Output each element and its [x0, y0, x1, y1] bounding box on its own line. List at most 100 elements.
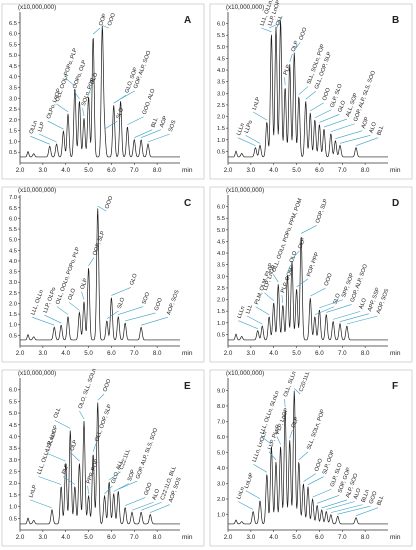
peak-label: OLP [291, 416, 301, 429]
peak-label: BLL [376, 125, 385, 136]
peak-leader-line [323, 118, 348, 128]
y-tick-label: 1.5 [217, 309, 225, 315]
peak-leader-line [287, 264, 291, 274]
y-tick-label: 1.0 [9, 505, 17, 511]
peak-leader-line [296, 278, 309, 288]
y-tick-label: 3.0 [9, 280, 17, 286]
peak-leader-line [294, 42, 301, 51]
peak-leader-line [118, 306, 144, 315]
y-tick-label: 4.5 [9, 423, 17, 429]
peak-leader-line [253, 464, 268, 473]
peak-label: LLLn [236, 123, 246, 137]
x-tick-label: 5.0 [84, 350, 93, 357]
chromatogram-trace [20, 208, 180, 341]
peak-label: OLO, SLL, SOLn [78, 368, 98, 410]
y-tick-label: 2.5 [217, 103, 225, 109]
peak-leader-line [305, 90, 316, 100]
peak-label: LLLn, LnOLn [252, 431, 269, 463]
x-tick-label: 6.0 [107, 534, 116, 541]
y-tick-label: 3.0 [217, 274, 225, 280]
peak-leader-line [333, 311, 361, 320]
y-tick-label: 3.0 [217, 481, 225, 487]
y-tick-label: 6.5 [9, 21, 17, 27]
peak-leader-line [310, 102, 324, 112]
y-tick-label: 4.0 [217, 251, 225, 257]
x-tick-label: 4.0 [269, 350, 278, 357]
peak-leader-line [298, 86, 309, 95]
scale-label: (x10,000,000) [226, 4, 264, 11]
peak-label: SOP [127, 469, 137, 482]
x-tick-label: 7.0 [130, 167, 139, 174]
peak-leader-line [312, 488, 332, 498]
x-tick-label: 5.0 [84, 534, 93, 541]
peak-leader-line [237, 501, 254, 510]
chromatogram-trace [228, 20, 388, 158]
peak-label: OLO [67, 287, 77, 301]
peak-label: LLLn [237, 306, 247, 320]
peak-label: GLO [129, 272, 139, 286]
y-tick-label: 2.0 [217, 115, 225, 121]
peak-label: LLPo [244, 120, 254, 134]
peak-label: PLP [61, 463, 70, 475]
peak-leader-line [127, 116, 144, 126]
peak-leader-line [284, 399, 286, 408]
x-tick-label: 6.0 [107, 167, 116, 174]
x-axis-label: min [182, 350, 193, 357]
peak-leader-line [108, 471, 121, 481]
y-tick-label: 6.0 [9, 32, 17, 38]
peak-leader-line [131, 501, 154, 511]
x-tick-label: 2.0 [224, 167, 233, 174]
x-tick-label: 2.0 [224, 350, 233, 357]
peak-leader-line [307, 476, 324, 485]
peak-label: OOP [98, 13, 108, 27]
peak-leader-line [314, 109, 332, 119]
y-tick-label: 4.0 [9, 434, 17, 440]
panel-frame [209, 186, 413, 363]
x-tick-label: 2.0 [16, 350, 25, 357]
x-tick-label: 3.0 [247, 350, 256, 357]
y-tick-label: 6.0 [9, 216, 17, 222]
peak-leader-line [330, 504, 363, 513]
y-tick-label: 3.5 [217, 80, 225, 86]
peak-leader-line [44, 314, 62, 324]
peak-leader-line [255, 306, 270, 315]
peak-leader-line [301, 225, 317, 234]
x-tick-label: 7.0 [130, 534, 139, 541]
peak-leader-line [246, 315, 263, 325]
peak-label: OLP [298, 237, 308, 250]
scale-label: (x10,000,000) [18, 187, 56, 194]
peak-leader-line [339, 135, 371, 144]
chart-panel-e: (x10,000,000) E 0.5 1.0 1.5 2.0 2.5 3.0 3.5 4.0 4.… [1, 368, 205, 547]
peak-leader-line [298, 451, 309, 461]
peak-leader-line [272, 274, 279, 283]
scale-label: (x10,000,000) [18, 370, 56, 377]
peak-leader-line [147, 133, 170, 143]
y-tick-label: 1.5 [217, 126, 225, 132]
peak-label: OOO [322, 87, 332, 102]
chromatogram-trace [228, 237, 388, 341]
peak-leader-line [46, 452, 66, 462]
peak-leader-line [113, 94, 127, 104]
x-axis-label: min [390, 350, 401, 357]
peak-label: BLL [150, 117, 159, 128]
peak-leader-line [268, 451, 277, 461]
peak-leader-line [289, 430, 293, 439]
x-tick-label: 6.0 [315, 350, 324, 357]
y-tick-label: 4.5 [217, 239, 225, 245]
x-tick-label: 7.0 [338, 534, 347, 541]
peak-leader-line [284, 77, 286, 86]
peak-label: SLO [116, 107, 126, 120]
peak-label: OLLn [29, 120, 39, 135]
x-axis-label: min [390, 167, 401, 174]
x-tick-label: 8.0 [361, 167, 370, 174]
y-tick-label: 1.0 [9, 323, 17, 329]
peak-leader-line [321, 499, 348, 509]
peak-leader-line [276, 436, 281, 445]
peak-label: SLO [117, 296, 127, 309]
peak-label: AOP [361, 116, 371, 129]
peak-leader-line [141, 316, 168, 326]
peak-leader-line [30, 499, 53, 509]
peak-label: GLO [337, 99, 347, 113]
peak-leader-line [92, 443, 97, 452]
